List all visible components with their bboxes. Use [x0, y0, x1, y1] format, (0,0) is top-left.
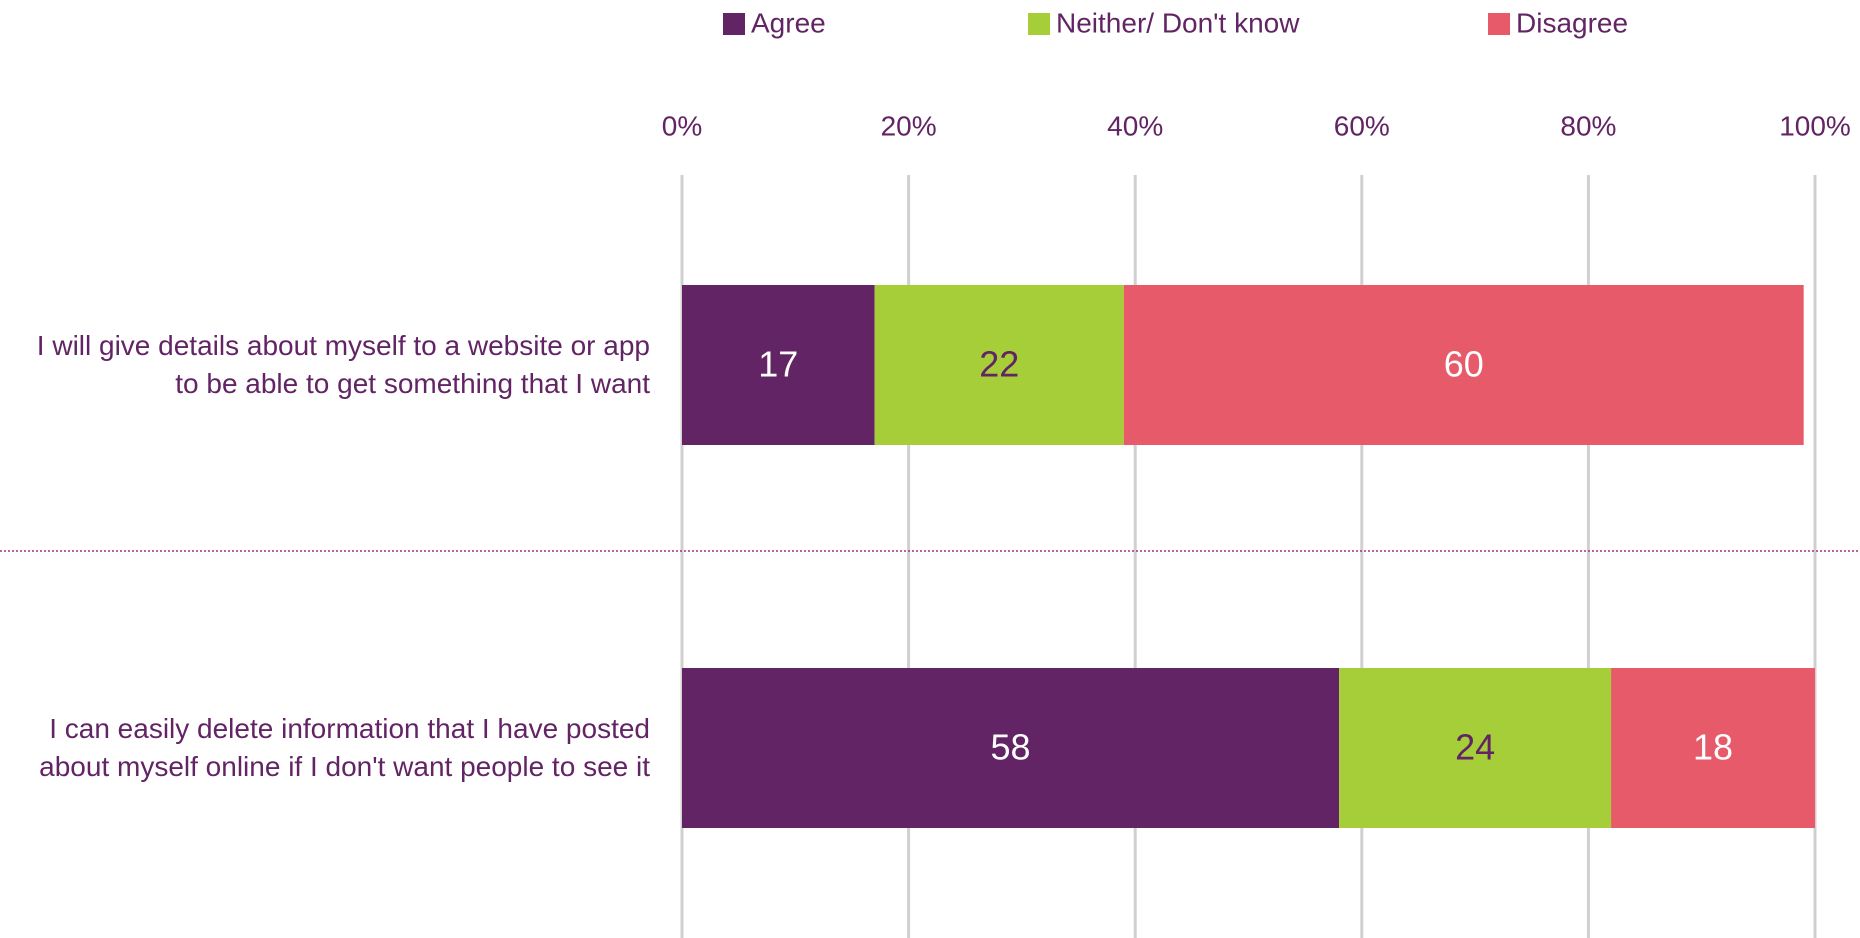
x-tick-label: 0%	[662, 110, 702, 141]
y-category-label: I will give details about myself to a we…	[36, 330, 650, 399]
bar-segment	[682, 285, 875, 445]
data-label: 17	[758, 344, 798, 385]
data-label: 22	[979, 344, 1019, 385]
bar-segment	[1123, 285, 1804, 445]
y-category-label: I can easily delete information that I h…	[39, 713, 650, 782]
data-label: 18	[1693, 727, 1733, 768]
bar-segment	[1611, 668, 1815, 828]
x-tick-label: 20%	[881, 110, 937, 141]
legend-swatch	[723, 13, 745, 35]
x-tick-label: 100%	[1779, 110, 1851, 141]
x-tick-label: 80%	[1560, 110, 1616, 141]
data-label: 24	[1455, 727, 1495, 768]
bar-segment	[874, 285, 1124, 445]
legend-label: Disagree	[1516, 7, 1628, 38]
x-tick-label: 40%	[1107, 110, 1163, 141]
data-label: 58	[991, 727, 1031, 768]
x-tick-label: 60%	[1334, 110, 1390, 141]
data-label: 60	[1444, 344, 1484, 385]
bar-segment	[682, 668, 1340, 828]
legend-swatch	[1488, 13, 1510, 35]
legend-label: Agree	[751, 7, 826, 38]
legend-label: Neither/ Don't know	[1056, 7, 1300, 38]
bar-segment	[1339, 668, 1612, 828]
legend-swatch	[1028, 13, 1050, 35]
